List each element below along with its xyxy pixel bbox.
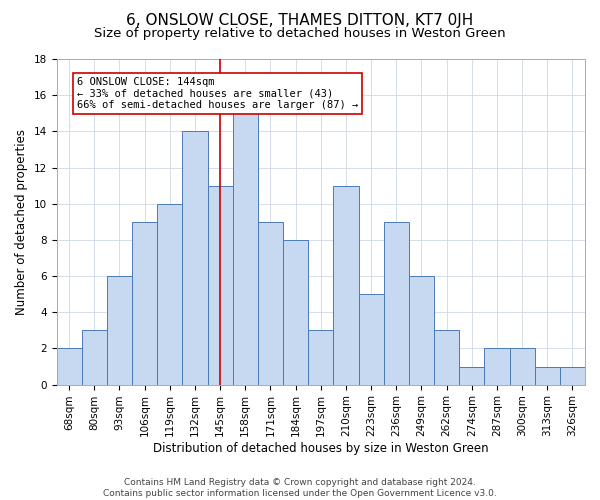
Bar <box>560 366 585 384</box>
Bar <box>132 222 157 384</box>
Text: 6 ONSLOW CLOSE: 144sqm
← 33% of detached houses are smaller (43)
66% of semi-det: 6 ONSLOW CLOSE: 144sqm ← 33% of detached… <box>77 77 358 110</box>
Bar <box>208 186 233 384</box>
Bar <box>535 366 560 384</box>
Text: Contains HM Land Registry data © Crown copyright and database right 2024.
Contai: Contains HM Land Registry data © Crown c… <box>103 478 497 498</box>
X-axis label: Distribution of detached houses by size in Weston Green: Distribution of detached houses by size … <box>153 442 488 455</box>
Bar <box>409 276 434 384</box>
Bar <box>107 276 132 384</box>
Bar <box>359 294 383 384</box>
Bar <box>82 330 107 384</box>
Bar <box>258 222 283 384</box>
Bar <box>283 240 308 384</box>
Bar <box>383 222 409 384</box>
Bar <box>157 204 182 384</box>
Bar <box>334 186 359 384</box>
Text: Size of property relative to detached houses in Weston Green: Size of property relative to detached ho… <box>94 28 506 40</box>
Bar <box>434 330 459 384</box>
Bar <box>484 348 509 384</box>
Bar <box>56 348 82 384</box>
Y-axis label: Number of detached properties: Number of detached properties <box>15 129 28 315</box>
Bar <box>308 330 334 384</box>
Bar <box>233 114 258 384</box>
Text: 6, ONSLOW CLOSE, THAMES DITTON, KT7 0JH: 6, ONSLOW CLOSE, THAMES DITTON, KT7 0JH <box>127 12 473 28</box>
Bar <box>509 348 535 384</box>
Bar <box>182 132 208 384</box>
Bar <box>459 366 484 384</box>
